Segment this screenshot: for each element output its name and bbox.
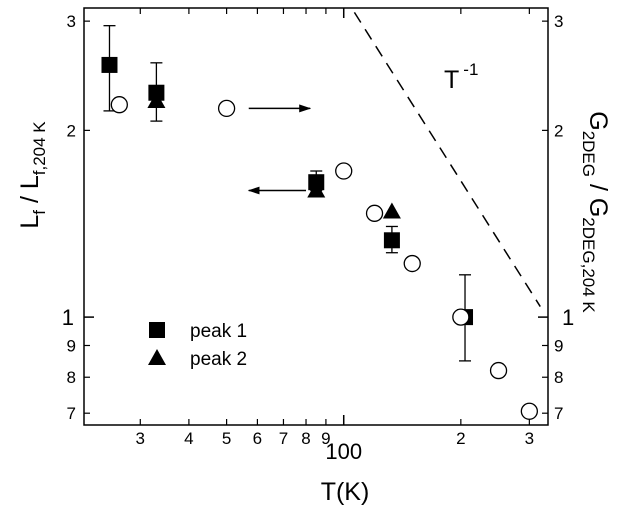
y-left-main: L bbox=[16, 215, 44, 229]
x-minor-tick-label: 7 bbox=[279, 429, 288, 448]
error-bars bbox=[103, 25, 472, 362]
open-circle-marker bbox=[403, 254, 421, 273]
y-axis-label-left: Lf / Lf,204 K bbox=[16, 121, 49, 229]
open-circle-marker bbox=[335, 162, 353, 180]
y-minor-tick-label-right: 9 bbox=[554, 336, 563, 355]
guide-label-sup: -1 bbox=[463, 60, 478, 79]
guide-line bbox=[350, 8, 541, 307]
y-minor-tick-label-left: 7 bbox=[67, 404, 76, 423]
y-right-mid: / G bbox=[584, 177, 612, 217]
y-minor-tick-label-right: 3 bbox=[554, 12, 563, 31]
x-minor-tick-label: 6 bbox=[253, 429, 262, 448]
open-circle-marker bbox=[452, 308, 470, 326]
y-left-sub1: f bbox=[30, 210, 49, 215]
x-minor-tick-label: 3 bbox=[136, 429, 145, 448]
x-minor-tick-label: 5 bbox=[222, 429, 231, 448]
y-minor-tick-label-left: 3 bbox=[67, 12, 76, 31]
legend-label: peak 1 bbox=[190, 321, 247, 342]
legend-triangle-swatch bbox=[148, 349, 166, 365]
y-right-sub2: 2DEG,204 K bbox=[579, 217, 598, 313]
x-minor-tick-label: 9 bbox=[321, 429, 330, 448]
triangle-marker bbox=[382, 202, 401, 219]
y-minor-tick-label-right: 7 bbox=[554, 404, 563, 423]
open-circle-marker bbox=[520, 402, 539, 420]
guide-label-main: T bbox=[444, 66, 459, 94]
x-minor-tick-label: 8 bbox=[301, 429, 310, 448]
guide-line-label: T -1 bbox=[444, 60, 478, 94]
y-right-sub1: 2DEG bbox=[579, 131, 598, 177]
open-circle-marker bbox=[110, 96, 128, 114]
y-minor-tick-label-left: 2 bbox=[67, 121, 76, 140]
triangle-marker bbox=[307, 181, 326, 198]
x-axis-label: T(K) bbox=[321, 478, 370, 506]
tick-marks bbox=[84, 8, 548, 425]
open-circle-marker bbox=[365, 204, 384, 222]
open-circle-marker bbox=[489, 361, 508, 380]
y-minor-tick-label-left: 8 bbox=[67, 368, 76, 387]
legend-square-swatch bbox=[149, 322, 165, 338]
square-marker bbox=[101, 56, 118, 73]
annotation-arrows bbox=[247, 104, 312, 195]
legend: peak 1 peak 2 bbox=[148, 321, 247, 370]
y-right-main: G bbox=[584, 111, 612, 130]
y-left-sub2: f,204 K bbox=[30, 121, 49, 176]
x-minor-tick-label: 4 bbox=[184, 429, 193, 448]
x-minor-tick-label: 2 bbox=[456, 429, 465, 448]
plot-frame bbox=[83, 7, 549, 426]
triangle-marker bbox=[147, 92, 166, 109]
y-axis-label-right: G2DEG / G2DEG,204 K bbox=[579, 111, 612, 313]
legend-label: peak 2 bbox=[190, 349, 247, 370]
y-minor-tick-label-right: 8 bbox=[554, 368, 563, 387]
y-left-mid: / L bbox=[16, 175, 44, 210]
x-minor-tick-label: 3 bbox=[525, 429, 534, 448]
dashed-t-inverse-line bbox=[350, 8, 541, 307]
data-markers bbox=[101, 56, 539, 420]
y-major-tick-label-right: 1 bbox=[562, 305, 574, 330]
y-minor-tick-label-left: 9 bbox=[67, 336, 76, 355]
square-marker bbox=[383, 232, 400, 249]
open-circle-marker bbox=[217, 99, 236, 118]
x-major-tick-label: 100 bbox=[325, 439, 362, 464]
axes-frame bbox=[83, 7, 549, 426]
y-major-tick-label-left: 1 bbox=[62, 305, 74, 330]
y-minor-tick-label-right: 2 bbox=[554, 121, 563, 140]
